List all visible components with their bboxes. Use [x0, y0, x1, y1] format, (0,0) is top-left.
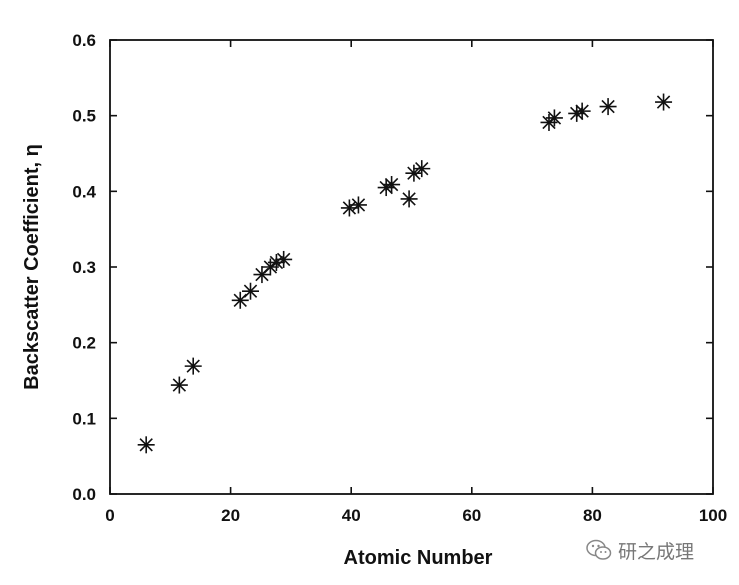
- data-point: [267, 253, 285, 271]
- y-tick-label: 0.4: [72, 182, 96, 201]
- x-tick-label: 0: [105, 506, 114, 525]
- y-tick-label: 0.2: [72, 334, 96, 353]
- x-axis-title: Atomic Number: [344, 547, 493, 569]
- data-point: [275, 250, 293, 268]
- data-point: [231, 291, 249, 309]
- data-point: [655, 93, 673, 111]
- data-point: [184, 357, 202, 375]
- y-axis-title: Backscatter Coefficient, η: [21, 144, 43, 390]
- data-point: [253, 266, 271, 284]
- data-point: [137, 436, 155, 454]
- data-point: [349, 196, 367, 214]
- axis-ticks: [109, 39, 714, 495]
- wechat-icon: [586, 539, 612, 560]
- watermark-text: 研之成理: [618, 540, 695, 563]
- x-tick-label: 80: [583, 506, 602, 525]
- x-tick-label: 100: [699, 506, 727, 525]
- tick-labels: 0 20 40 60 80 100 0.0 0.1 0.2 0.3 0.4 0.5 0.6: [72, 31, 727, 525]
- data-point: [599, 98, 617, 116]
- data-point: [413, 160, 431, 178]
- data-point: [400, 190, 418, 208]
- watermark: 研之成理: [586, 535, 694, 565]
- data-point: [545, 109, 563, 127]
- data-points: [137, 93, 673, 454]
- y-tick-label: 0.1: [72, 409, 96, 428]
- data-point: [383, 176, 401, 194]
- data-point: [170, 376, 188, 394]
- x-tick-label: 40: [342, 506, 361, 525]
- plot-frame: [109, 39, 714, 495]
- y-tick-label: 0.0: [72, 485, 96, 504]
- data-point: [573, 102, 591, 120]
- y-tick-label: 0.5: [72, 107, 96, 126]
- x-tick-label: 60: [462, 506, 481, 525]
- x-tick-label: 20: [221, 506, 240, 525]
- y-tick-label: 0.6: [72, 31, 96, 50]
- data-point: [241, 282, 259, 300]
- y-tick-label: 0.3: [72, 258, 96, 277]
